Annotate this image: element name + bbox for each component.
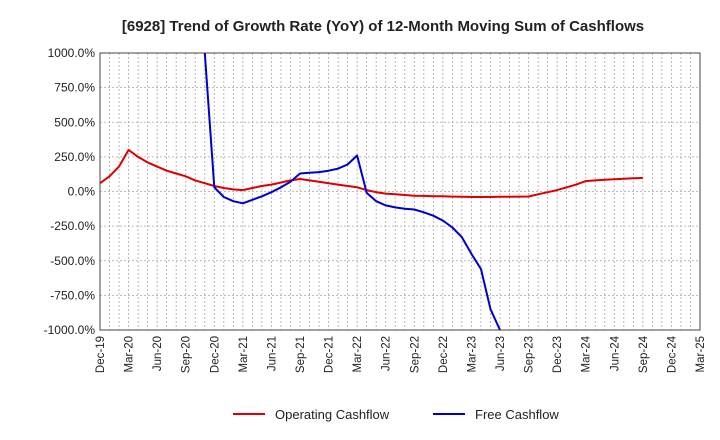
x-tick-label: Jun-22 (381, 336, 393, 371)
x-tick-label: Jun-23 (495, 336, 507, 371)
y-tick-label: -500.0% (50, 254, 95, 268)
chart-title: [6928] Trend of Growth Rate (YoY) of 12-… (122, 18, 644, 35)
x-tick-label: Dec-23 (552, 336, 564, 373)
y-axis-ticks: 1000.0% 750.0% 500.0% 250.0% 0.0% -250.0% -500… (44, 46, 96, 337)
x-tick-label: Dec-22 (438, 336, 450, 373)
x-tick-label: Dec-24 (666, 335, 678, 373)
legend: Operating Cashflow Free Cashflow (233, 407, 559, 422)
x-tick-label: Mar-24 (581, 335, 593, 372)
y-tick-label: 1000.0% (48, 46, 96, 60)
y-tick-label: -750.0% (50, 288, 95, 302)
x-tick-label: Mar-23 (466, 336, 478, 372)
x-tick-label: Mar-25 (695, 336, 707, 372)
x-tick-label: Jun-20 (152, 336, 164, 371)
series-layer (100, 53, 643, 330)
x-tick-label: Sep-23 (524, 336, 536, 373)
x-tick-label: Sep-20 (181, 336, 193, 373)
y-tick-label: -250.0% (50, 219, 95, 233)
y-tick-label: 0.0% (68, 185, 96, 199)
grid-layer (99, 52, 701, 331)
x-tick-label: Mar-20 (124, 336, 136, 372)
x-tick-label: Sep-21 (295, 336, 307, 373)
x-tick-label: Jun-21 (266, 336, 278, 371)
y-tick-label: -1000.0% (44, 323, 96, 337)
legend-label-operating-cashflow: Operating Cashflow (275, 407, 390, 422)
y-tick-label: 250.0% (54, 150, 95, 164)
x-tick-label: Mar-21 (238, 336, 250, 372)
x-tick-label: Dec-19 (95, 336, 107, 373)
y-tick-label: 500.0% (54, 115, 95, 129)
x-tick-label: Dec-21 (324, 336, 336, 373)
x-axis-ticks: Dec-19 Mar-20 Jun-20 Sep-20 Dec-20 Mar-21 Jun-… (95, 335, 707, 373)
x-tick-label: Mar-22 (352, 336, 364, 372)
plot-frame (99, 52, 701, 331)
x-tick-label: Dec-20 (209, 336, 221, 373)
x-tick-label: Sep-24 (638, 335, 650, 373)
x-tick-label: Jun-24 (609, 335, 621, 371)
x-tick-label: Sep-22 (409, 336, 421, 373)
series-line-operating-cashflow (100, 148, 643, 198)
y-tick-label: 750.0% (54, 81, 95, 95)
series-line-free-cashflow (203, 53, 501, 330)
legend-label-free-cashflow: Free Cashflow (475, 407, 559, 422)
